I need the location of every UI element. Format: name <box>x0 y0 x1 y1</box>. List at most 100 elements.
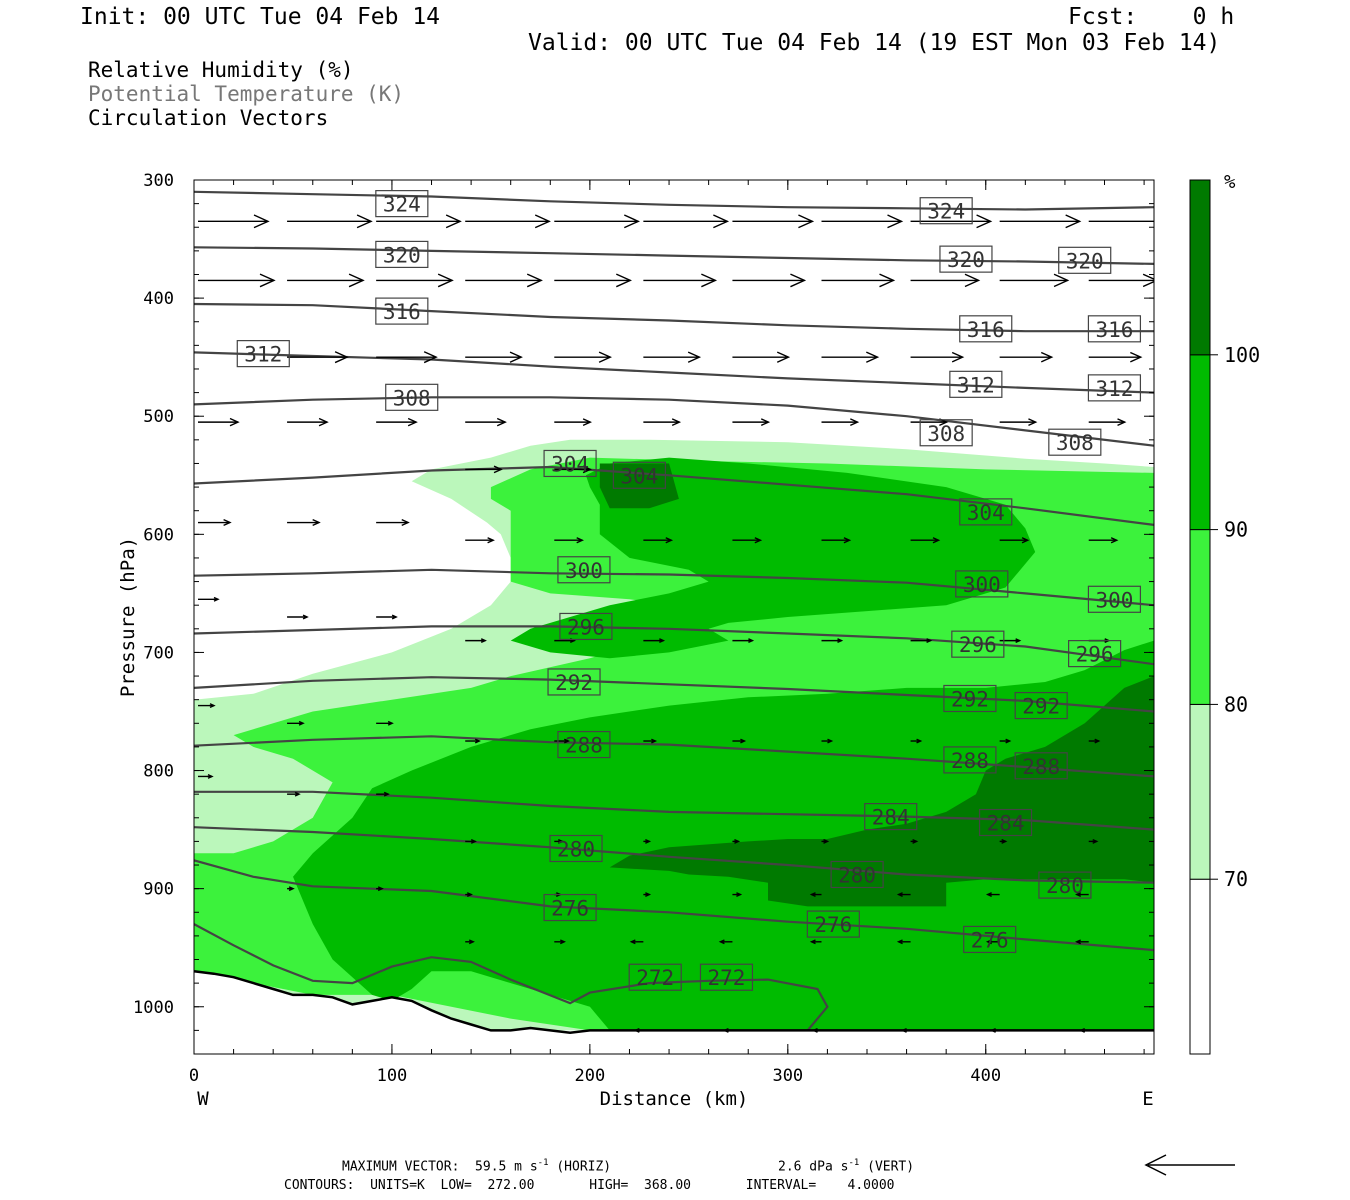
contour-label-304-2: 304 <box>959 498 1013 526</box>
contour-label-312-1: 312 <box>949 370 1003 398</box>
vector-arrow-18-6 <box>985 939 1000 945</box>
svg-text:316: 316 <box>967 318 1005 342</box>
vector-arrow-3-9 <box>999 418 1038 426</box>
vector-arrow-5-2 <box>376 518 410 527</box>
vector-arrow-12-7 <box>1088 738 1101 744</box>
svg-text:304: 304 <box>967 501 1005 525</box>
colorbar-segment-4 <box>1189 179 1211 356</box>
svg-text:324: 324 <box>383 193 421 217</box>
colorbar-label-70: 70 <box>1224 867 1248 891</box>
vector-arrow-3-5 <box>643 418 682 426</box>
vector-arrow-9-5 <box>910 638 933 644</box>
vector-arrow-15-4 <box>821 838 830 844</box>
y-tick-label-300: 300 <box>143 171 174 191</box>
vector-arrow-0-5 <box>643 214 730 229</box>
contour-label-288-1: 288 <box>943 746 997 774</box>
svg-text:296: 296 <box>1076 643 1114 667</box>
svg-text:300: 300 <box>1095 588 1133 612</box>
vector-arrow-1-9 <box>999 273 1070 288</box>
vector-arrow-11-1 <box>376 720 394 726</box>
vector-arrow-5-0 <box>198 518 232 527</box>
svg-text:276: 276 <box>551 897 589 921</box>
svg-text:288: 288 <box>951 749 989 773</box>
vector-arrow-17-2 <box>643 892 652 897</box>
theta-contour-272 <box>194 923 829 1032</box>
vector-arrow-1-3 <box>465 273 543 288</box>
rh-region-90-2 <box>293 640 1154 1031</box>
vector-arrow-19-4 <box>989 1027 1000 1033</box>
contour-label-312-2: 312 <box>1087 374 1142 402</box>
vector-arrow-12-1 <box>554 738 570 744</box>
vector-arrow-14-0 <box>287 791 301 797</box>
contour-label-276-1: 276 <box>806 910 860 938</box>
x-axis-title: Distance (km) <box>600 1088 749 1110</box>
svg-text:320: 320 <box>947 248 985 272</box>
svg-text:308: 308 <box>393 386 431 410</box>
theta-contour-312 <box>194 351 1154 394</box>
x-end-label-east: E <box>1142 1088 1153 1110</box>
theta-contour-320 <box>194 246 1154 265</box>
vector-arrow-18-0 <box>465 939 475 945</box>
contour-label-296-1: 296 <box>951 630 1005 658</box>
vector-arrow-0-2 <box>376 214 462 229</box>
contour-label-300-0: 300 <box>557 556 611 584</box>
vector-arrow-17-6 <box>985 892 1000 897</box>
vector-arrow-6-3 <box>732 537 763 544</box>
vector-arrow-1-4 <box>554 273 632 288</box>
vector-arrow-1-7 <box>821 273 896 288</box>
vector-arrow-0-6 <box>732 214 815 229</box>
vector-arrow-2-8 <box>999 351 1054 363</box>
vector-arrow-6-7 <box>1088 537 1119 544</box>
vector-arrow-6-5 <box>910 537 941 544</box>
vector-arrow-19-0 <box>633 1027 644 1033</box>
y-tick-label-900: 900 <box>143 880 174 900</box>
vector-arrow-8-0 <box>287 614 309 620</box>
colorbar-segment-2 <box>1189 529 1211 705</box>
vector-arrow-6-0 <box>465 537 495 544</box>
vector-arrow-17-7 <box>1075 892 1089 897</box>
contour-label-280-2: 280 <box>1038 871 1092 899</box>
svg-text:316: 316 <box>383 300 421 324</box>
vector-arrow-5-1 <box>287 518 321 527</box>
contour-label-316-1: 316 <box>959 315 1013 343</box>
vector-arrow-3-0 <box>198 417 240 427</box>
y-tick-label-600: 600 <box>143 525 174 545</box>
vector-arrow-14-1 <box>376 791 390 797</box>
colorbar-segment-3 <box>1189 354 1211 531</box>
vector-arrow-10-0 <box>198 703 216 709</box>
vector-arrow-19-3 <box>900 1027 911 1033</box>
contour-label-304-0: 304 <box>543 449 597 478</box>
contour-label-300-2: 300 <box>1087 585 1142 613</box>
x-tick-label-300: 300 <box>772 1066 803 1086</box>
vector-arrow-1-8 <box>910 273 981 288</box>
axis-ticks: 0 100 200 300 400 300 400 500 600 700 800 900 1000 <box>133 171 1154 1086</box>
vector-arrow-18-3 <box>718 939 733 945</box>
vector-arrow-2-5 <box>732 351 791 363</box>
vector-arrow-0-10 <box>1088 220 1154 223</box>
svg-text:320: 320 <box>383 243 421 267</box>
contour-label-324-1: 324 <box>919 197 973 225</box>
contour-label-292-0: 292 <box>547 668 601 696</box>
svg-text:308: 308 <box>1056 431 1094 455</box>
vector-arrow-9-3 <box>732 638 755 644</box>
svg-text:272: 272 <box>707 966 745 990</box>
vector-arrow-0-7 <box>821 214 904 229</box>
valid-time: Valid: 00 UTC Tue 04 Feb 14 (19 EST Mon … <box>528 30 1221 56</box>
max-vector-arrow-icon <box>1144 1154 1235 1176</box>
vector-arrow-19-2 <box>811 1027 822 1033</box>
vector-arrow-4-0 <box>465 465 503 474</box>
contour-label-300-1: 300 <box>955 570 1009 598</box>
svg-text:276: 276 <box>814 913 852 937</box>
y-tick-label-400: 400 <box>143 289 174 309</box>
vector-arrow-7-0 <box>198 596 220 602</box>
max-vector-vertical-readout: 2.6 dPa s-1 (VERT) <box>778 1158 915 1175</box>
colorbar: 70 80 90 100 <box>1189 179 1260 1055</box>
vector-arrow-18-2 <box>629 939 644 945</box>
svg-text:288: 288 <box>565 734 603 758</box>
vector-arrow-9-6 <box>999 638 1022 644</box>
theta-contour-304 <box>194 465 1154 526</box>
contour-label-292-2: 292 <box>1014 691 1068 720</box>
vector-arrow-1-2 <box>376 273 454 288</box>
theta-contour-276 <box>194 859 1154 952</box>
contour-label-280-0: 280 <box>549 834 603 863</box>
